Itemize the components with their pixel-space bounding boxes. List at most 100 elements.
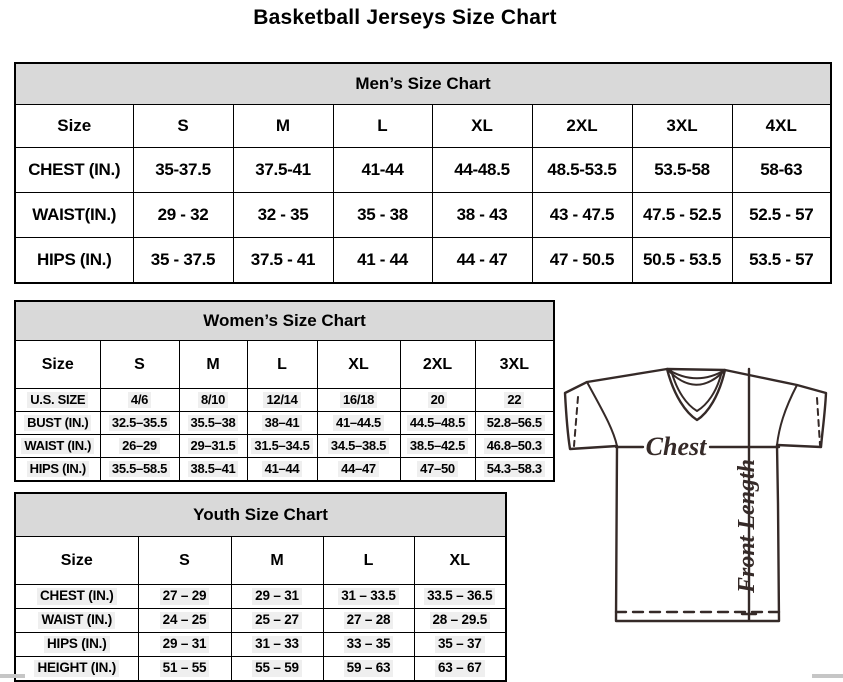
size-cell: 44-48.5 xyxy=(431,147,533,193)
row-label-us-size: U.S. SIZE xyxy=(14,388,101,412)
size-cell: 46.8–50.3 xyxy=(474,434,555,458)
table-row: U.S. SIZE 4/6 8/10 12/14 16/18 20 22 xyxy=(14,388,555,412)
column-header-xl: XL xyxy=(316,340,401,389)
size-cell: 16/18 xyxy=(316,388,401,412)
table-row: Size S M L XL 2XL 3XL xyxy=(14,340,555,389)
size-cell: 44–47 xyxy=(316,457,401,482)
size-cell: 54.3–58.3 xyxy=(474,457,555,482)
size-cell: 28 – 29.5 xyxy=(413,608,507,633)
jersey-outline-icon: Chest Front Length xyxy=(563,367,828,623)
size-cell: 35.5–38 xyxy=(178,411,248,435)
size-cell: 29 – 31 xyxy=(137,632,232,657)
column-header-size: Size xyxy=(14,536,139,585)
size-cell: 37.5-41 xyxy=(232,147,334,193)
size-cell: 27 – 29 xyxy=(137,584,232,609)
size-cell: 29 – 31 xyxy=(230,584,324,609)
size-cell: 29–31.5 xyxy=(178,434,248,458)
table-row: HIPS (IN.) 35 - 37.5 37.5 - 41 41 - 44 4… xyxy=(14,237,832,284)
row-label-hips: HIPS (IN.) xyxy=(14,237,134,284)
size-cell: 53.5-58 xyxy=(631,147,733,193)
womens-table-title: Women’s Size Chart xyxy=(14,300,555,341)
table-row: CHEST (IN.) 35-37.5 37.5-41 41-44 44-48.… xyxy=(14,147,832,193)
row-label-height: HEIGHT (IN.) xyxy=(14,656,139,682)
table-row: CHEST (IN.) 27 – 29 29 – 31 31 – 33.5 33… xyxy=(14,584,507,609)
size-cell: 63 – 67 xyxy=(413,656,507,682)
row-label-chest: CHEST (IN.) xyxy=(14,584,139,609)
table-row: WAIST (IN.) 24 – 25 25 – 27 27 – 28 28 –… xyxy=(14,608,507,633)
row-label-chest: CHEST (IN.) xyxy=(14,147,134,193)
scrollbar-fragment-left xyxy=(0,674,25,678)
size-cell: 4/6 xyxy=(99,388,180,412)
table-row: Size S M L XL 2XL 3XL 4XL xyxy=(14,104,832,148)
column-header-xl: XL xyxy=(431,104,533,148)
mens-table-title: Men’s Size Chart xyxy=(14,62,832,105)
chest-label: Chest xyxy=(646,432,707,461)
page-title: Basketball Jerseys Size Chart xyxy=(253,6,557,29)
column-header-3xl: 3XL xyxy=(474,340,555,389)
row-label-hips: HIPS (IN.) xyxy=(14,457,101,482)
table-row: BUST (IN.) 32.5–35.5 35.5–38 38–41 41–44… xyxy=(14,411,555,435)
column-header-m: M xyxy=(232,104,334,148)
row-label-waist: WAIST (IN.) xyxy=(14,608,139,633)
column-header-m: M xyxy=(178,340,248,389)
size-cell: 38–41 xyxy=(246,411,318,435)
column-header-l: L xyxy=(246,340,318,389)
column-header-l: L xyxy=(322,536,415,585)
size-cell: 48.5-53.5 xyxy=(531,147,633,193)
column-header-2xl: 2XL xyxy=(399,340,476,389)
table-row: Size S M L XL xyxy=(14,536,507,585)
row-label-hips: HIPS (IN.) xyxy=(14,632,139,657)
table-row: Women’s Size Chart xyxy=(14,300,555,341)
size-cell: 29 - 32 xyxy=(132,192,234,238)
size-cell: 31 – 33 xyxy=(230,632,324,657)
table-row: HIPS (IN.) 35.5–58.5 38.5–41 41–44 44–47… xyxy=(14,457,555,482)
table-row: Men’s Size Chart xyxy=(14,62,832,105)
size-cell: 52.5 - 57 xyxy=(731,192,832,238)
row-label-waist: WAIST(IN.) xyxy=(14,192,134,238)
column-header-l: L xyxy=(332,104,433,148)
size-cell: 43 - 47.5 xyxy=(531,192,633,238)
size-cell: 44.5–48.5 xyxy=(399,411,476,435)
table-row: HEIGHT (IN.) 51 – 55 55 – 59 59 – 63 63 … xyxy=(14,656,507,682)
front-length-label: Front Length xyxy=(734,459,760,594)
size-cell: 38 - 43 xyxy=(431,192,533,238)
womens-size-chart-table: Women’s Size Chart Size S M L XL 2XL 3XL… xyxy=(14,300,556,482)
youth-table-title: Youth Size Chart xyxy=(14,492,507,537)
size-cell: 24 – 25 xyxy=(137,608,232,633)
size-cell: 32.5–35.5 xyxy=(99,411,180,435)
column-header-s: S xyxy=(99,340,180,389)
table-row: WAIST (IN.) 26–29 29–31.5 31.5–34.5 34.5… xyxy=(14,434,555,458)
column-header-2xl: 2XL xyxy=(531,104,633,148)
size-cell: 33.5 – 36.5 xyxy=(413,584,507,609)
size-cell: 50.5 - 53.5 xyxy=(631,237,733,284)
size-cell: 59 – 63 xyxy=(322,656,415,682)
column-header-3xl: 3XL xyxy=(631,104,733,148)
size-cell: 38.5–41 xyxy=(178,457,248,482)
size-cell: 32 - 35 xyxy=(232,192,334,238)
column-header-size: Size xyxy=(14,104,134,148)
column-header-size: Size xyxy=(14,340,101,389)
size-cell: 53.5 - 57 xyxy=(731,237,832,284)
size-cell: 38.5–42.5 xyxy=(399,434,476,458)
column-header-s: S xyxy=(137,536,232,585)
size-cell: 47 - 50.5 xyxy=(531,237,633,284)
youth-size-chart-table: Youth Size Chart Size S M L XL CHEST (IN… xyxy=(14,492,508,682)
size-cell: 25 – 27 xyxy=(230,608,324,633)
size-cell: 47–50 xyxy=(399,457,476,482)
size-cell: 26–29 xyxy=(99,434,180,458)
size-cell: 44 - 47 xyxy=(431,237,533,284)
column-header-m: M xyxy=(230,536,324,585)
jersey-measurement-diagram: Chest Front Length xyxy=(556,354,842,676)
size-cell: 51 – 55 xyxy=(137,656,232,682)
size-cell: 22 xyxy=(474,388,555,412)
size-cell: 31 – 33.5 xyxy=(322,584,415,609)
size-cell: 31.5–34.5 xyxy=(246,434,318,458)
size-cell: 41-44 xyxy=(332,147,433,193)
size-cell: 35 - 38 xyxy=(332,192,433,238)
size-cell: 35.5–58.5 xyxy=(99,457,180,482)
size-cell: 35-37.5 xyxy=(132,147,234,193)
size-cell: 41–44.5 xyxy=(316,411,401,435)
size-cell: 41–44 xyxy=(246,457,318,482)
column-header-4xl: 4XL xyxy=(731,104,832,148)
table-row: HIPS (IN.) 29 – 31 31 – 33 33 – 35 35 – … xyxy=(14,632,507,657)
